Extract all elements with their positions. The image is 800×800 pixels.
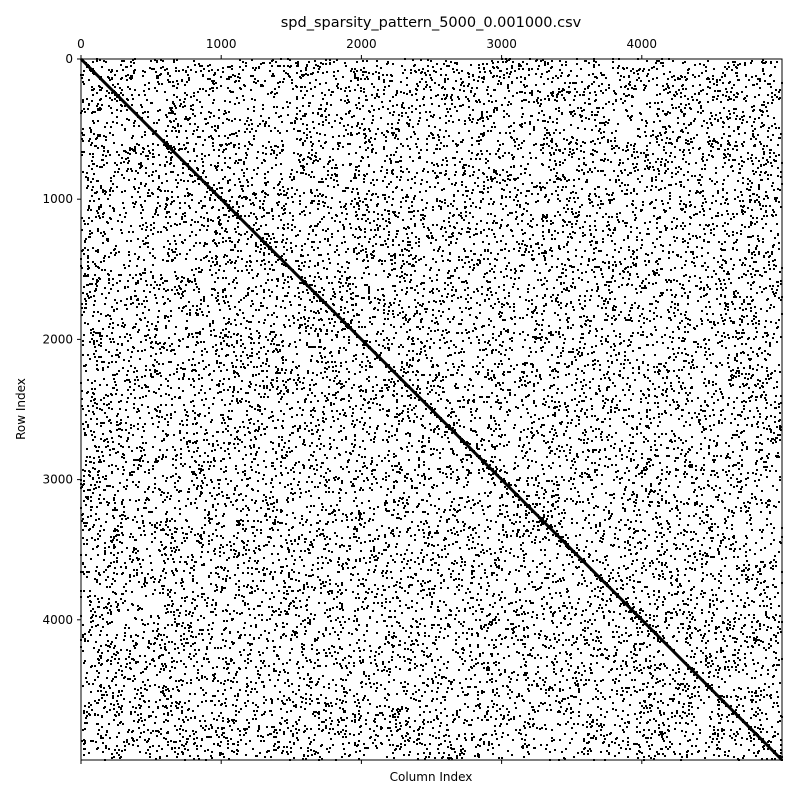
plot-area — [79, 57, 784, 762]
x-tick-label: 1000 — [206, 37, 237, 51]
y-axis-ticks: 0 1000 2000 3000 4000 — [42, 52, 81, 627]
y-tick-label: 2000 — [42, 332, 73, 346]
x-tick-label: 4000 — [627, 37, 658, 51]
x-axis-label: Column Index — [390, 770, 473, 784]
x-axis-ticks: 0 1000 2000 3000 4000 — [77, 37, 657, 764]
y-tick-label: 3000 — [42, 473, 73, 487]
y-tick-label: 1000 — [42, 192, 73, 206]
y-tick-label: 4000 — [42, 613, 73, 627]
x-tick-label: 3000 — [486, 37, 517, 51]
x-tick-label: 2000 — [346, 37, 377, 51]
y-axis-label: Row Index — [14, 378, 28, 440]
y-tick-label: 0 — [65, 52, 73, 66]
chart-title: spd_sparsity_pattern_5000_0.001000.csv — [281, 15, 582, 31]
x-tick-label: 0 — [77, 37, 85, 51]
plot-frame — [80, 58, 783, 761]
main-diagonal — [79, 57, 784, 762]
